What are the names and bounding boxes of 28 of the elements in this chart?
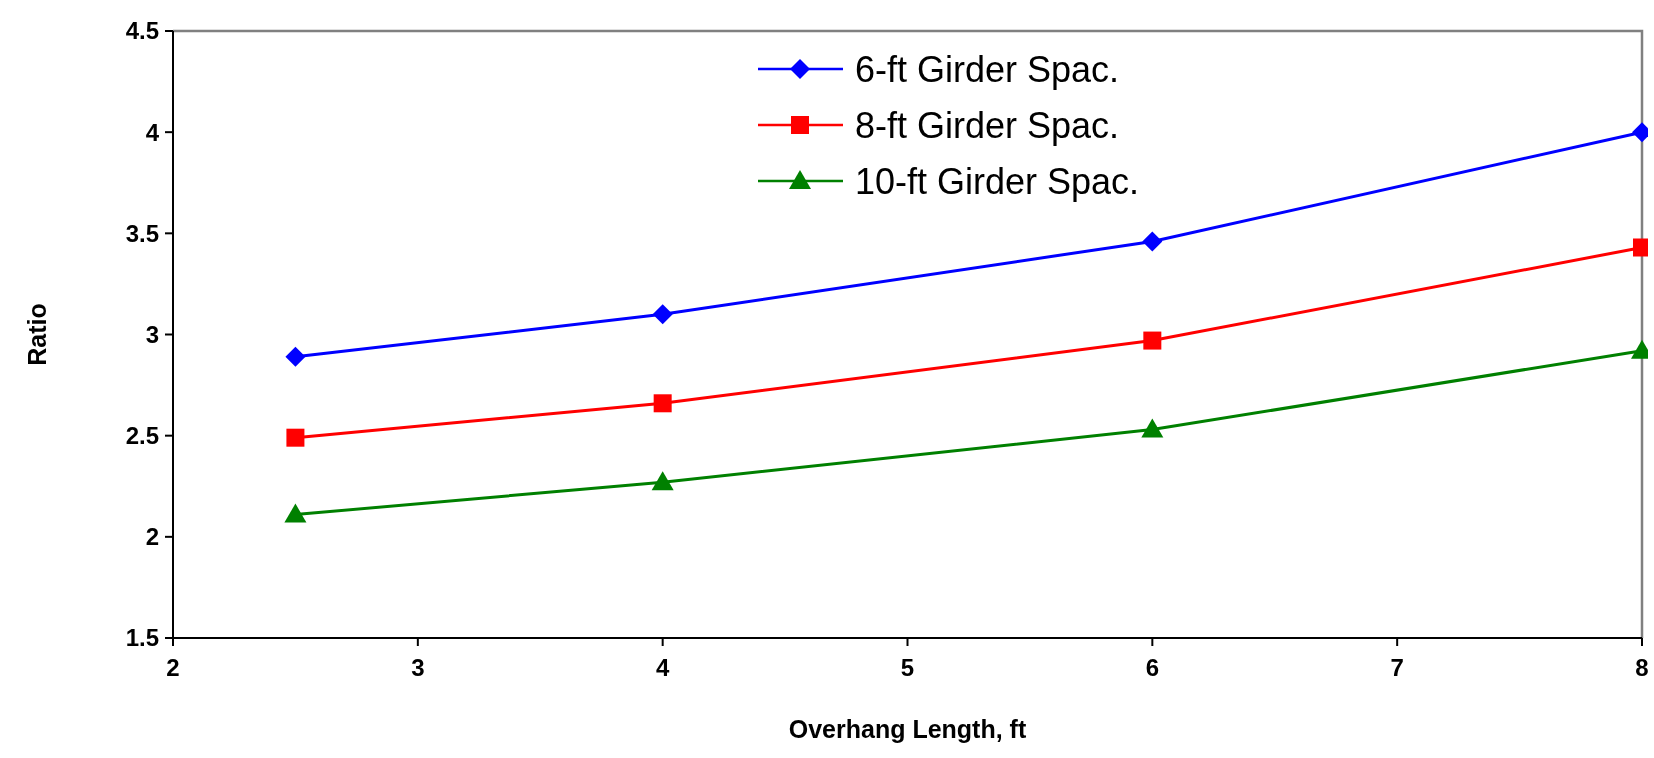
point [284, 503, 307, 523]
y-tick-label: 1.5 [125, 624, 159, 652]
y-tick-label: 4 [145, 118, 160, 146]
x-tick-label: 2 [166, 654, 180, 681]
x-tick-label: 5 [900, 654, 915, 681]
point [1141, 418, 1164, 438]
point [1142, 231, 1163, 252]
y-tick-label: 3 [145, 320, 159, 348]
x-tick-label: 6 [1145, 654, 1160, 681]
point [286, 428, 305, 447]
y-axis-title: Ratio [23, 303, 51, 366]
point [652, 304, 673, 325]
y-tick-label: 4.5 [125, 17, 159, 45]
y-tick-label: 2.5 [125, 422, 159, 450]
x-tick-label: 3 [411, 654, 425, 681]
point [285, 346, 306, 367]
point [653, 394, 672, 413]
x-axis-title: Overhang Length, ft [788, 715, 1027, 743]
legend-label: 6-ft Girder Spac. [855, 48, 1120, 90]
legend-label: 10-ft Girder Spac. [855, 160, 1140, 202]
y-tick-label: 3.5 [125, 219, 159, 247]
y-tick-label: 2 [145, 523, 159, 551]
x-tick-label: 8 [1635, 654, 1649, 681]
x-tick-label: 4 [655, 654, 670, 681]
x-tick-label: 7 [1390, 654, 1404, 681]
legend-label: 8-ft Girder Spac. [855, 104, 1120, 146]
point [651, 471, 674, 491]
point [1143, 331, 1162, 350]
